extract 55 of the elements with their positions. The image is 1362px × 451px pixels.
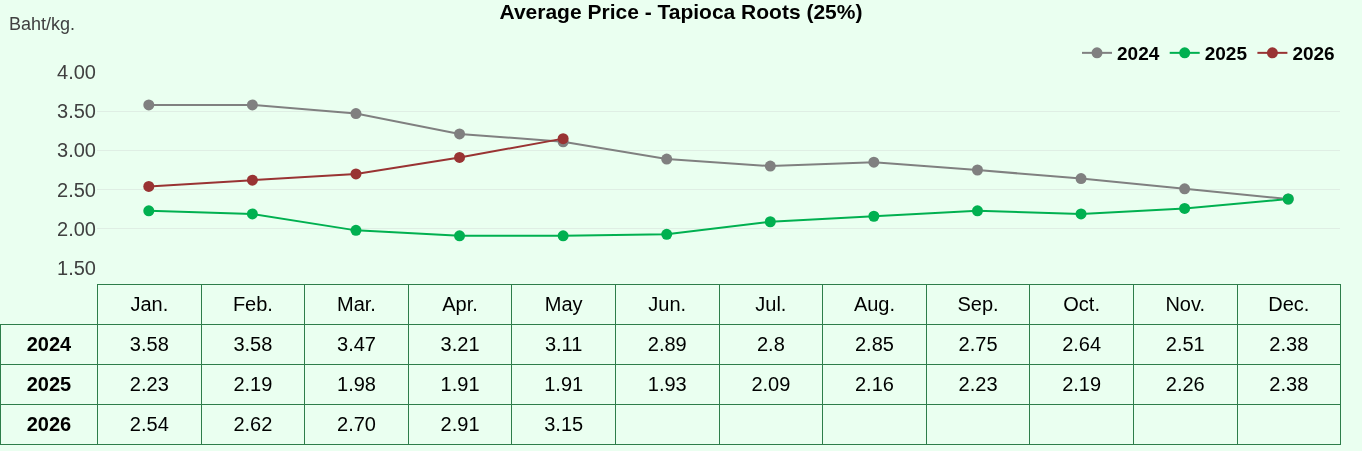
data-label: 2.23: [97, 364, 202, 405]
data-label: 2.70: [304, 404, 409, 445]
data-label: 2.91: [408, 404, 512, 445]
legend-label: 2024: [1117, 43, 1160, 65]
x-tick-label: Mar.: [304, 284, 409, 325]
y-tick-label: 2.00: [57, 217, 96, 240]
x-tick-label: Aug.: [822, 284, 927, 325]
chart-title: Average Price - Tapioca Roots (25%): [499, 0, 863, 23]
x-tick-label: Nov.: [1133, 284, 1238, 325]
y-tick-label: 4.00: [57, 61, 96, 83]
data-label: 2.16: [822, 364, 927, 405]
data-label: 2.54: [97, 404, 202, 445]
data-label: 2.8: [719, 324, 823, 365]
data-label: 2.89: [615, 324, 720, 365]
y-tick-label: 1.50: [57, 257, 96, 279]
data-label: 2.09: [719, 364, 823, 405]
text: 2024: [26, 333, 72, 355]
data-label: 3.15: [511, 404, 616, 445]
data-label: 2.64: [1029, 324, 1134, 365]
y-tick-label: 2.50: [57, 178, 96, 201]
data-label: 2.51: [1133, 324, 1238, 365]
data-label: 2.75: [926, 324, 1030, 365]
text: 2026: [26, 413, 72, 435]
x-tick-label: May: [511, 284, 616, 325]
data-label: 3.58: [201, 324, 305, 365]
data-label: 2.19: [1029, 364, 1134, 405]
data-label: 3.58: [97, 324, 202, 365]
data-label: 2.62: [201, 404, 305, 445]
data-label: 1.91: [511, 364, 616, 405]
data-label: 2.38: [1237, 364, 1341, 405]
data-label: 3.21: [408, 324, 512, 365]
x-tick-label: Dec.: [1237, 284, 1341, 325]
data-label: 1.98: [304, 364, 409, 405]
x-tick-label: Jan.: [97, 284, 202, 325]
data-label: 3.47: [304, 324, 409, 365]
data-label: 2.19: [201, 364, 305, 405]
legend-label: 2025: [1204, 43, 1248, 65]
data-label: 1.93: [615, 364, 720, 405]
y-tick-label: 3.00: [57, 139, 96, 162]
data-label: 2.85: [822, 324, 927, 365]
text: 2025: [26, 373, 72, 395]
data-label: 1.91: [408, 364, 512, 405]
x-tick-label: Apr.: [408, 284, 512, 325]
x-tick-label: Feb.: [201, 284, 305, 325]
x-tick-label: Oct.: [1029, 284, 1134, 325]
x-tick-label: Jun.: [615, 284, 720, 325]
data-label: 3.11: [511, 324, 616, 365]
data-label: 2.26: [1133, 364, 1238, 405]
y-axis-title: Baht/kg.: [9, 14, 76, 34]
x-tick-label: Sep.: [926, 284, 1030, 325]
x-tick-label: Jul.: [719, 284, 823, 325]
y-tick-label: 3.50: [57, 100, 96, 123]
data-label: 2.23: [926, 364, 1030, 405]
data-label: 2.38: [1237, 324, 1341, 365]
legend-label: 2026: [1292, 43, 1335, 65]
